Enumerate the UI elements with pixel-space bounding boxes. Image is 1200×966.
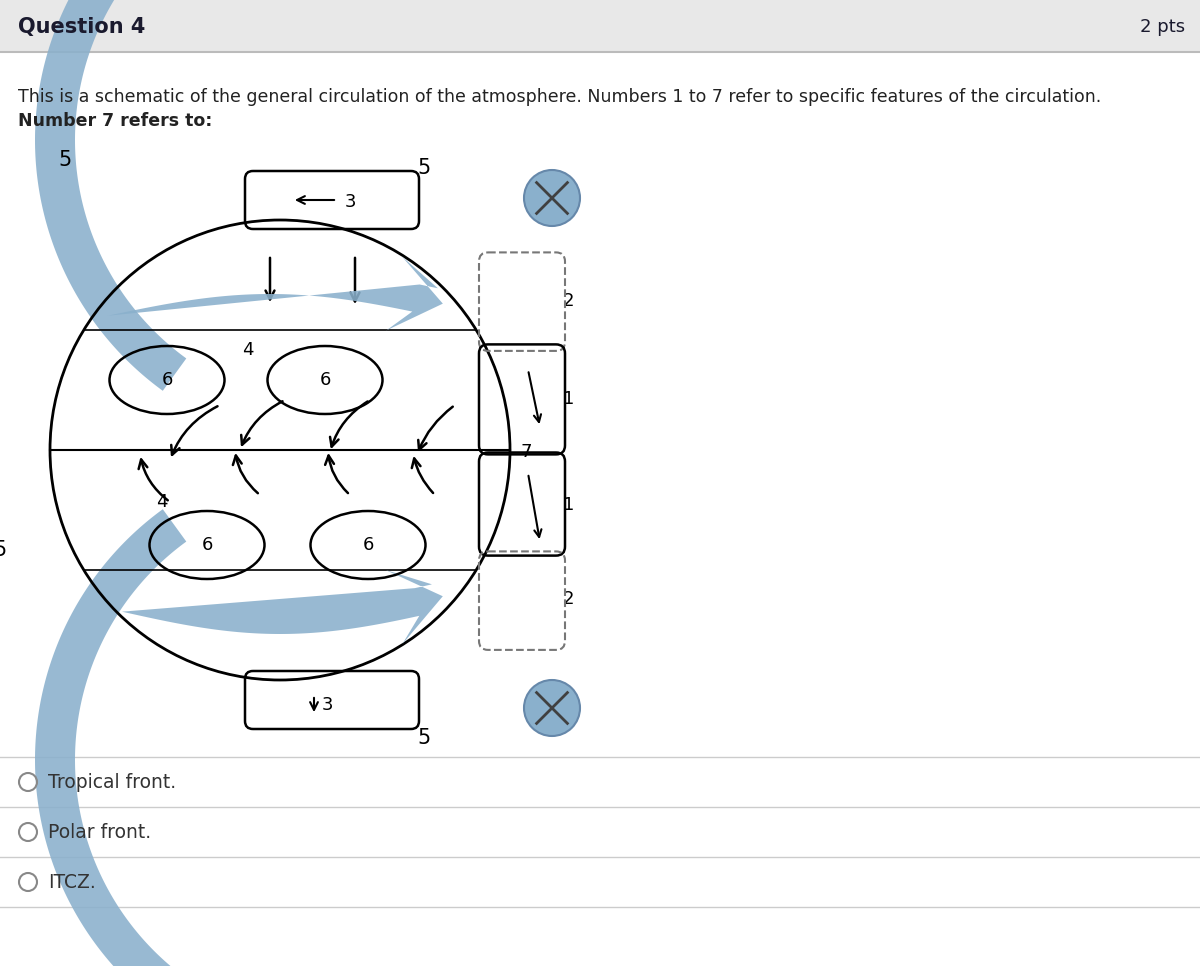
Text: 7: 7 [520, 443, 532, 461]
Text: Question 4: Question 4 [18, 17, 145, 37]
Text: 6: 6 [202, 536, 212, 554]
Text: 5: 5 [418, 158, 431, 178]
Text: 4: 4 [156, 493, 168, 511]
Polygon shape [35, 0, 222, 391]
Polygon shape [122, 570, 443, 644]
Text: 2 pts: 2 pts [1140, 18, 1186, 36]
Text: 6: 6 [319, 371, 331, 389]
Text: 5: 5 [0, 540, 7, 560]
Polygon shape [108, 256, 443, 330]
Text: This is a schematic of the general circulation of the atmosphere. Numbers 1 to 7: This is a schematic of the general circu… [18, 88, 1102, 106]
Text: Polar front.: Polar front. [48, 822, 151, 841]
Text: 6: 6 [161, 371, 173, 389]
Text: 1: 1 [563, 497, 575, 514]
Text: 2: 2 [563, 292, 575, 309]
Text: Tropical front.: Tropical front. [48, 773, 176, 791]
Polygon shape [35, 509, 222, 966]
Text: 6: 6 [362, 536, 373, 554]
Bar [0, 0, 1200, 52]
Text: 2: 2 [563, 590, 575, 609]
Text: 5: 5 [418, 728, 431, 748]
Text: ITCZ.: ITCZ. [48, 872, 96, 892]
Text: 4: 4 [242, 341, 253, 359]
Text: 3: 3 [322, 696, 332, 714]
Text: 1: 1 [563, 390, 575, 409]
Text: 5: 5 [59, 150, 72, 170]
Circle shape [524, 170, 580, 226]
Circle shape [524, 680, 580, 736]
Text: Number 7 refers to:: Number 7 refers to: [18, 112, 212, 130]
Text: 3: 3 [344, 193, 355, 211]
